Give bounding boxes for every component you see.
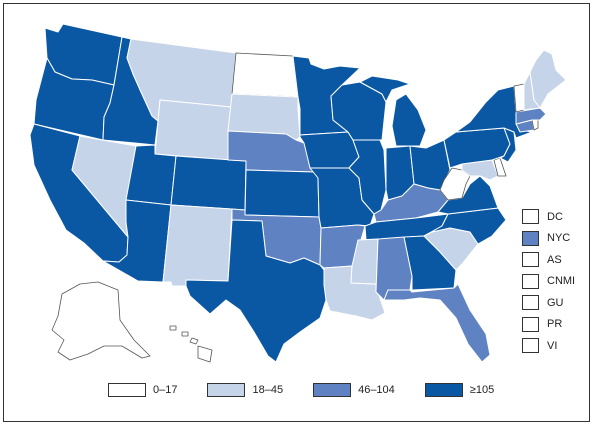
territory-label: PR <box>547 318 563 331</box>
territory-label: DC <box>547 210 563 223</box>
state-fl <box>383 283 491 363</box>
state-wi <box>330 81 387 141</box>
legend-label: 0–17 <box>153 384 178 396</box>
legend-swatch <box>424 383 463 397</box>
territory-legend: DC NYC AS CNMI GU PR VI <box>522 206 575 357</box>
territory-swatch <box>522 209 539 225</box>
legend-swatch <box>207 383 246 397</box>
state-mi <box>359 75 427 147</box>
state-nc <box>423 207 507 245</box>
territory-item-nyc: NYC <box>522 228 575 250</box>
state-co <box>170 155 247 211</box>
state-tx <box>185 219 327 363</box>
territory-label: AS <box>547 253 562 266</box>
territory-swatch <box>522 316 539 332</box>
territory-item-vi: VI <box>522 335 575 357</box>
color-key-legend: 0–17 18–45 46–104 ≥105 <box>108 383 524 397</box>
territory-swatch <box>522 230 539 246</box>
state-wv <box>439 167 471 201</box>
state-wy <box>154 99 232 161</box>
territory-swatch <box>522 273 539 289</box>
state-ak <box>51 281 151 361</box>
territory-label: CNMI <box>547 275 576 288</box>
state-ia <box>299 131 360 169</box>
legend-item-46-104: 46–104 <box>313 383 395 397</box>
state-hi <box>169 325 213 363</box>
territory-label: NYC <box>547 232 571 245</box>
territory-item-cnmi: CNMI <box>522 271 575 293</box>
legend-label: 18–45 <box>252 384 284 396</box>
territory-swatch <box>522 295 539 311</box>
state-ks <box>244 169 320 218</box>
territory-label: GU <box>547 296 564 309</box>
territory-item-dc: DC <box>522 206 575 228</box>
territory-item-pr: PR <box>522 314 575 336</box>
territory-swatch <box>522 338 539 354</box>
territory-item-as: AS <box>522 249 575 271</box>
state-me <box>529 49 567 109</box>
legend-swatch <box>108 383 146 397</box>
legend-item-0-17: 0–17 <box>108 383 177 397</box>
legend-item-105-plus: ≥105 <box>424 383 495 397</box>
state-nm <box>162 204 233 287</box>
state-md <box>461 159 499 181</box>
legend-swatch <box>313 383 352 397</box>
territory-swatch <box>522 252 539 268</box>
legend-item-18-45: 18–45 <box>207 383 283 397</box>
legend-label: 46–104 <box>358 384 395 396</box>
state-nj <box>499 127 517 163</box>
state-de <box>493 157 507 177</box>
state-nd <box>231 52 299 98</box>
legend-label: ≥105 <box>469 384 495 396</box>
state-vt <box>513 83 525 113</box>
territory-label: VI <box>547 339 558 352</box>
territory-item-gu: GU <box>522 292 575 314</box>
